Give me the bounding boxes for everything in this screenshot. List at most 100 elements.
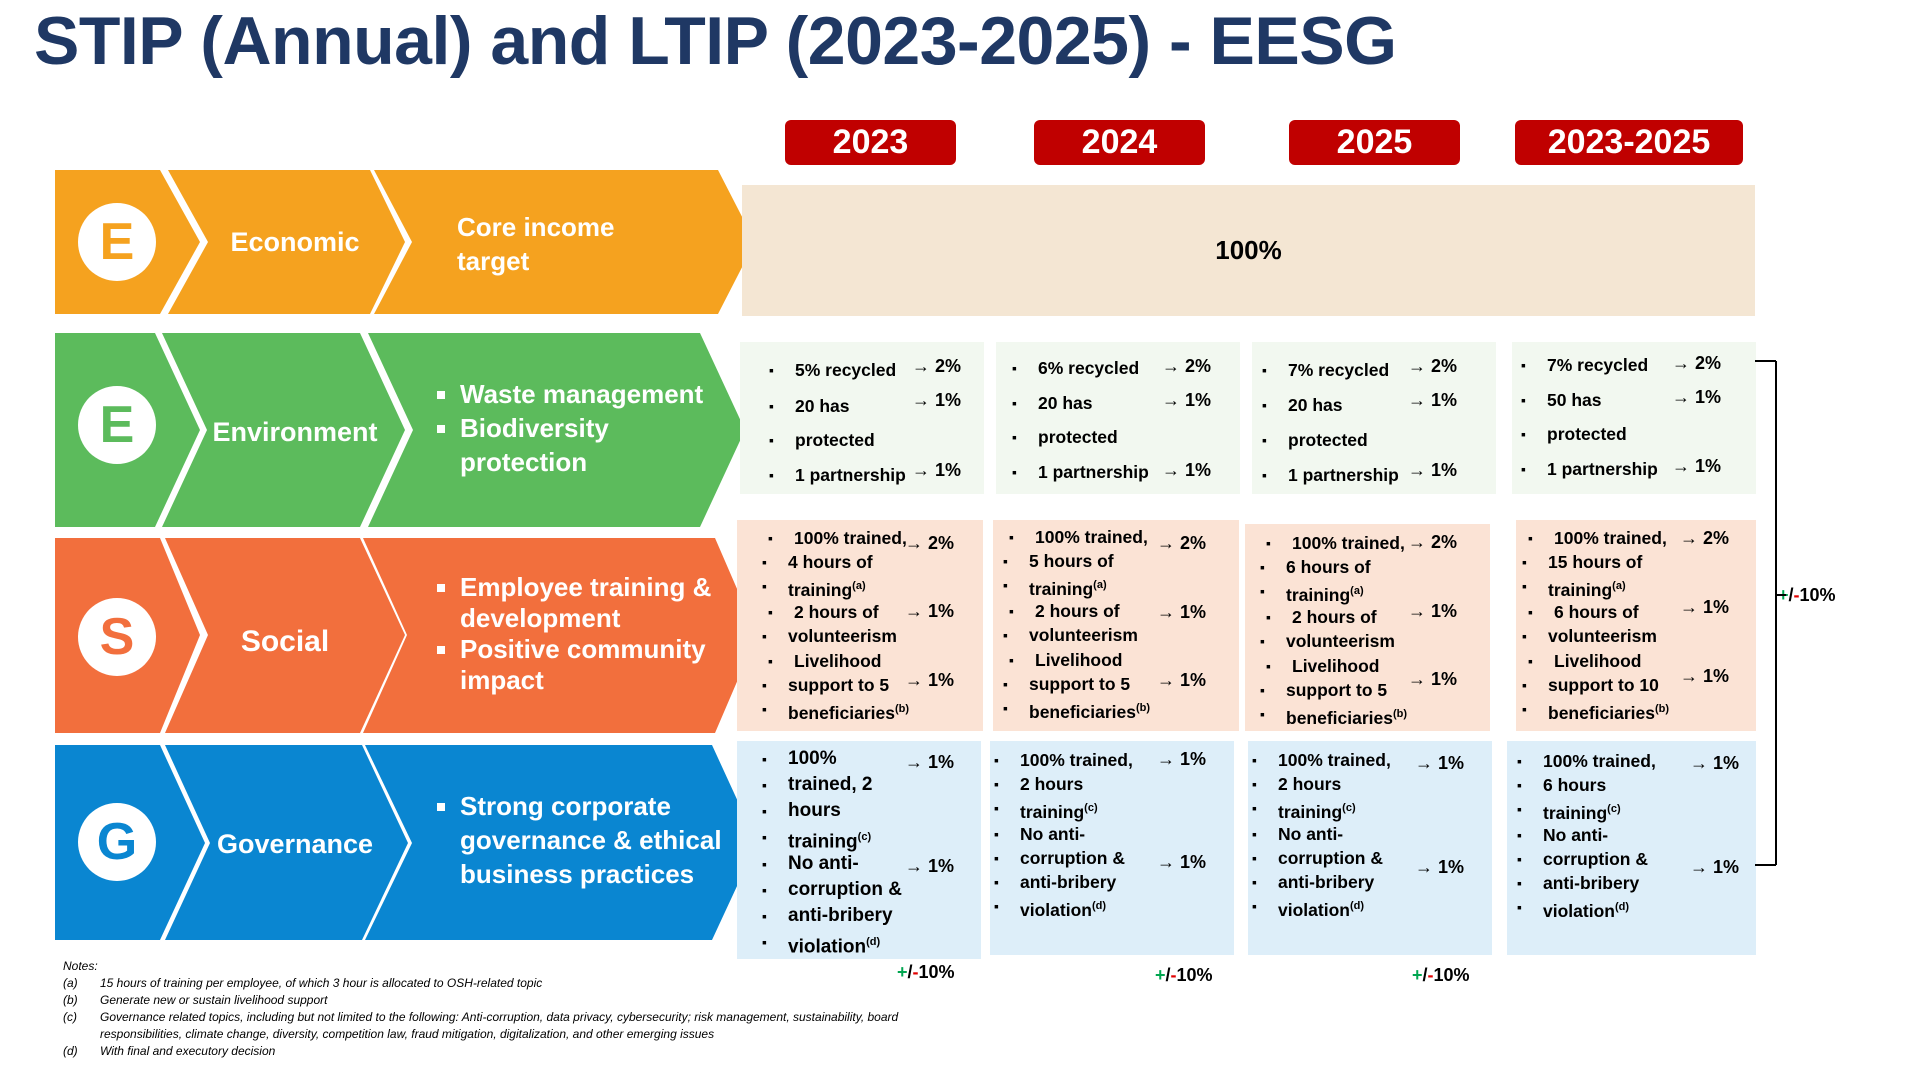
soc-2025-trained: 100% trained, [1266,531,1405,555]
environment-category-chevron [368,333,745,527]
env-2024-protected: protected [1012,425,1118,449]
environment-category: Waste management Biodiversity protection [432,377,703,479]
soc-total-liv3: beneficiaries(b) [1522,697,1669,725]
gov-2023-l2: trained, 2 [762,772,873,798]
env-2023-partnership: 1 partnership [769,463,906,487]
env-2023-protected: protected [769,428,875,452]
gov-2023-m3: anti-bribery [762,903,892,929]
soc-2023-liv2: support to 5 [762,673,889,697]
environment-label-chevron [162,333,405,527]
gov-2025-m3: anti-bribery [1252,870,1374,894]
env-2023-has: 20 has [769,394,850,418]
gov-total-l1: 100% trained, [1517,749,1656,773]
gov-2024-l3: training(c) [994,796,1098,824]
gov-total-w1: → 1% [1690,753,1740,773]
governance-label-chevron [165,745,408,940]
gov-total-l3: training(c) [1517,797,1621,825]
gov-2023-m2: corruption & [762,877,902,903]
soc-2025-liv2: support to 5 [1260,678,1387,702]
gov-2024-w2: → 1% [1157,852,1207,872]
soc-total-liv2: support to 10 [1522,673,1659,697]
soc-2024-hours: 5 hours of [1003,549,1113,573]
soc-2024-w2: → 1% [1157,602,1207,622]
env-2024-recycled: 6% recycled [1012,356,1139,380]
notes-heading: Notes: [63,959,98,973]
env-2024-w2: → 1% [1162,390,1212,410]
modifier-2023: +/-10% [897,962,955,982]
governance-label: Governance [216,828,374,859]
notes: Notes: (a) 15 hours of training per emplo… [63,958,898,1060]
soc-2023-vol2: volunteerism [762,624,897,648]
note-d: (d) With final and executory decision [63,1044,276,1058]
soc-2025-w1: → 2% [1408,532,1458,552]
soc-2025-w3: → 1% [1408,669,1458,689]
economic-label-chevron [168,170,405,314]
gov-total-w2: → 1% [1690,857,1740,877]
gov-2023-l4: training(c) [762,824,871,855]
env-2023-w3: → 1% [912,460,962,480]
gov-2024-m1: No anti- [994,822,1085,846]
env-2025-protected: protected [1262,428,1368,452]
gov-total-m1: No anti- [1517,823,1608,847]
soc-2025-training: training(a) [1260,579,1364,607]
gov-2024-l2: 2 hours [994,772,1083,796]
gov-2024-m4: violation(d) [994,894,1106,922]
env-total-protected: protected [1521,422,1627,446]
soc-total-w1: → 2% [1680,528,1730,548]
soc-2023-w3: → 1% [905,670,955,690]
env-total-w2: → 1% [1672,387,1722,407]
env-total-recycled: 7% recycled [1521,353,1648,377]
gov-2025-l1: 100% trained, [1252,748,1391,772]
soc-2024-liv1: Livelihood [1009,648,1122,672]
soc-2024-vol2: volunteerism [1003,623,1138,647]
modifier-2025: +/-10% [1412,965,1470,985]
soc-2023-trained: 100% trained, [768,526,907,550]
env-2025-has: 20 has [1262,393,1343,417]
economic-value-cell: 100% [742,185,1755,316]
governance-category: Strong corporate governance & ethical bu… [432,789,722,891]
soc-2024-liv2: support to 5 [1003,672,1130,696]
gov-2023-w1: → 1% [905,752,955,772]
soc-2025-vol2: volunteerism [1260,629,1395,653]
ltip-bracket [1755,360,1786,866]
social-label-chevron [165,538,405,733]
soc-total-w3: → 1% [1680,666,1730,686]
gov-2025-l2: 2 hours [1252,772,1341,796]
soc-2024-training: training(a) [1003,573,1107,601]
year-header-2023-2025: 2023-2025 [1515,120,1743,165]
soc-total-training: training(a) [1522,574,1626,602]
gov-2024-m3: anti-bribery [994,870,1116,894]
soc-2023-hours: 4 hours of [762,550,872,574]
env-2025-w1: → 2% [1408,356,1458,376]
gov-2025-l3: training(c) [1252,796,1356,824]
economic-label: Economic [230,226,360,257]
gov-total-m3: anti-bribery [1517,871,1639,895]
soc-2023-w2: → 1% [905,601,955,621]
governance-category-chevron [365,745,757,940]
year-header-2023: 2023 [785,120,956,165]
env-2025-partnership: 1 partnership [1262,463,1399,487]
year-header-2024: 2024 [1034,120,1205,165]
gov-2025-w2: → 1% [1415,857,1465,877]
environment-label: Environment [212,416,378,447]
soc-2024-w1: → 2% [1157,533,1207,553]
modifier-2024: +/-10% [1155,965,1213,985]
env-total-has: 50 has [1521,388,1602,412]
soc-total-liv1: Livelihood [1528,649,1641,673]
governance-letter-circle: G [78,803,156,881]
social-label: Social [240,625,330,658]
soc-2025-hours: 6 hours of [1260,555,1370,579]
gov-2025-m2: corruption & [1252,846,1383,870]
note-c: (c) Governance related topics, including … [63,1010,899,1041]
env-total-w3: → 1% [1672,456,1722,476]
gov-2024-l1: 100% trained, [994,748,1133,772]
note-a: (a) 15 hours of training per employee, of… [63,976,543,990]
economic-category-chevron [374,170,755,314]
soc-2024-w3: → 1% [1157,670,1207,690]
env-2024-w1: → 2% [1162,356,1212,376]
gov-2023-m1: No anti- [762,851,859,877]
env-total-partnership: 1 partnership [1521,457,1658,481]
gov-2023-w2: → 1% [905,856,955,876]
soc-2023-w1: → 2% [905,533,955,553]
env-2024-w3: → 1% [1162,460,1212,480]
